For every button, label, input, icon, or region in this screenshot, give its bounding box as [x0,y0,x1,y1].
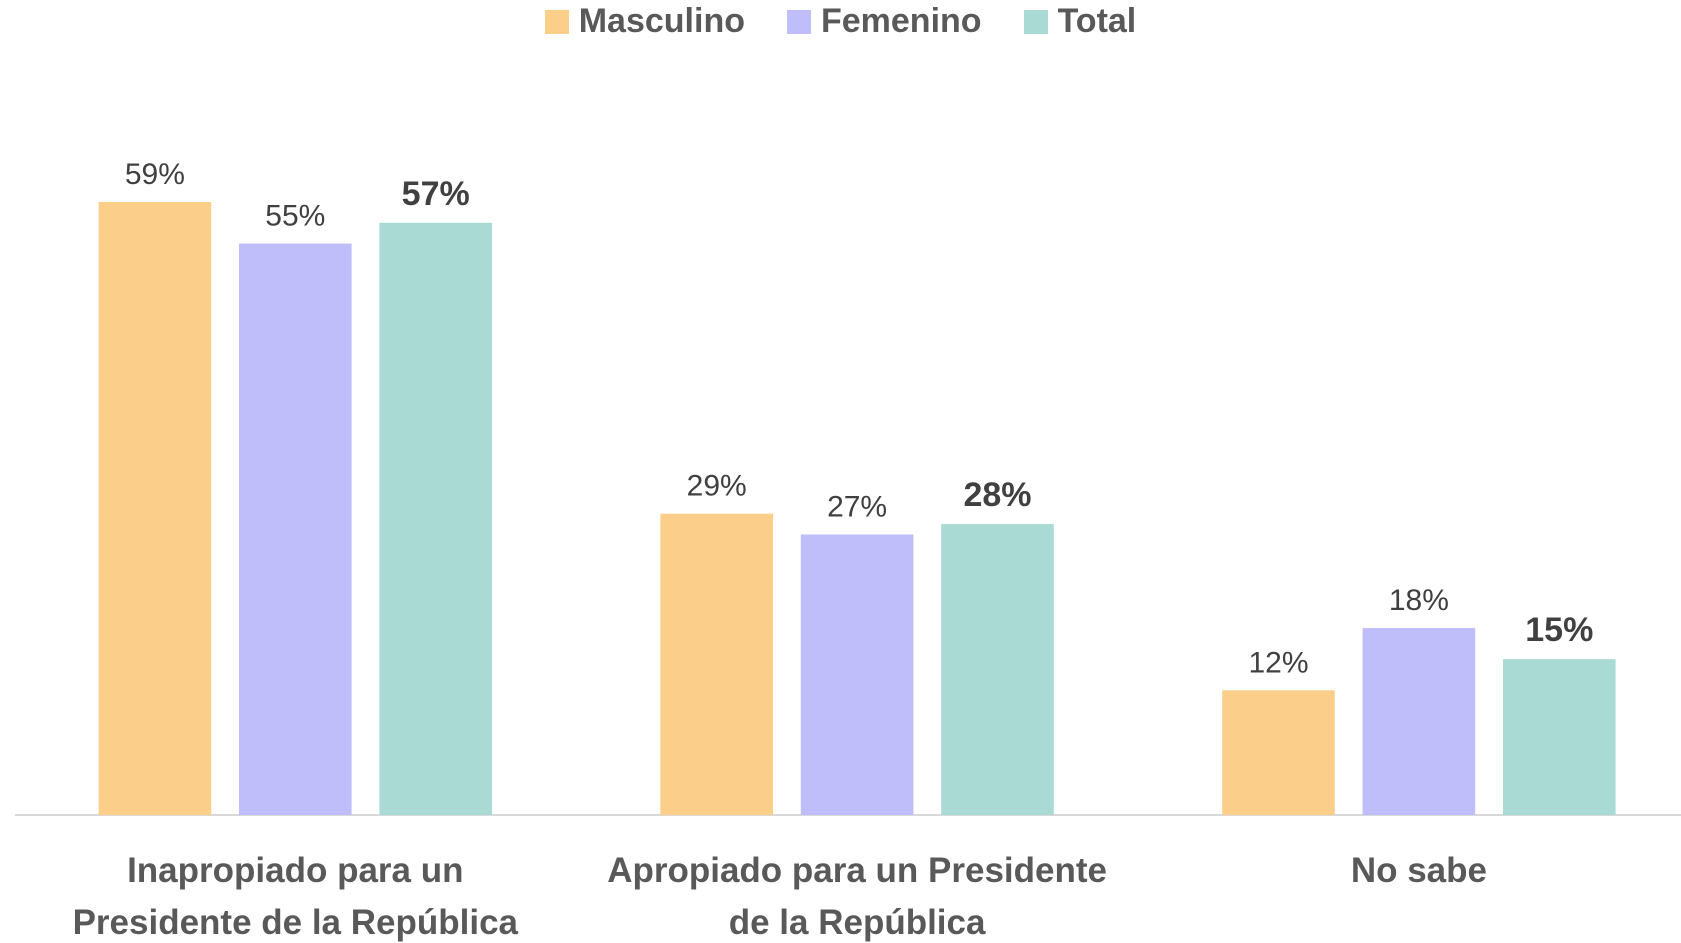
data-label: 12% [1248,646,1308,679]
data-label: 27% [827,490,887,523]
legend-item: Masculino [544,2,745,41]
data-label: 55% [265,200,325,233]
data-label: 29% [687,470,747,503]
x-tick-label: Apropiado para un Presidente de la Repúb… [607,851,1107,942]
legend-label: Masculino [578,2,745,40]
bar [379,222,492,815]
x-tick-label: No sabe [1350,851,1487,890]
legend-item: Total [1023,2,1137,41]
legend: Masculino Femenino Total [0,2,1681,41]
bar [98,201,212,816]
legend-swatch [544,9,569,34]
bar [800,534,914,815]
bar [1362,627,1476,815]
bar [1503,659,1616,815]
bar [239,243,352,816]
data-label: 59% [125,158,185,191]
data-label: 28% [963,476,1031,514]
legend-swatch [1023,9,1048,34]
bar [660,513,773,815]
data-label: 18% [1389,584,1449,617]
legend-item: Femenino [786,2,982,41]
legend-swatch [786,9,811,34]
legend-label: Total [1057,2,1137,40]
data-label: 57% [402,175,470,213]
x-tick-label: Inapropiado para un Presidente de la Rep… [72,851,519,942]
bar [941,524,1054,815]
legend-label: Femenino [820,2,982,40]
data-label: 15% [1525,611,1593,649]
bar [1222,690,1335,815]
